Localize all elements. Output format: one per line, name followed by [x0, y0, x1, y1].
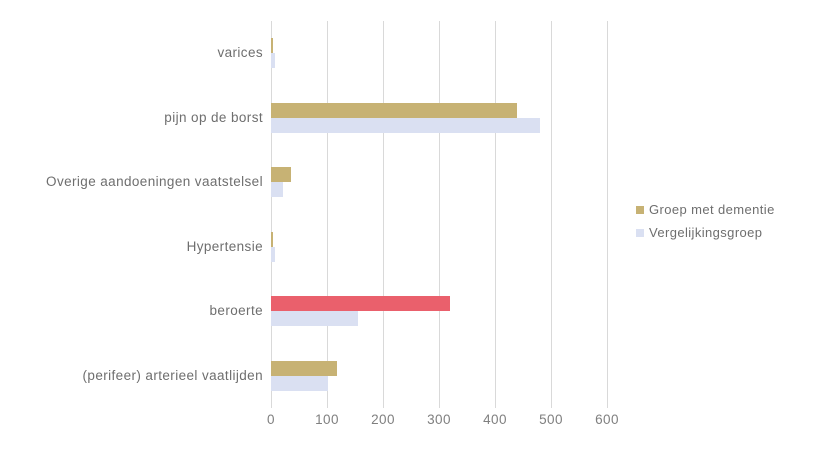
legend-item: Groep met dementie [636, 202, 775, 217]
category-axis: varices pijn op de borst Overige aandoenin… [0, 0, 263, 460]
x-tick-label: 600 [595, 412, 619, 427]
bar-vergelijkingsgroep [271, 375, 329, 391]
gridline [327, 21, 328, 408]
category-label: Overige aandoeningen vaatstelsel [46, 174, 263, 190]
bar-groep-met-dementie [271, 231, 274, 247]
plot-area [271, 21, 608, 408]
legend: Groep met dementie Vergelijkingsgroep [636, 202, 775, 248]
gridline [439, 21, 440, 408]
category-label: Hypertensie [186, 238, 263, 254]
legend-color-swatch [636, 205, 644, 214]
legend-color-swatch [636, 228, 644, 237]
legend-item: Vergelijkingsgroep [636, 225, 775, 240]
gridline [495, 21, 496, 408]
gridline [271, 21, 272, 408]
category-label: beroerte [209, 303, 263, 319]
bar-groep-met-dementie [271, 360, 338, 376]
bar-groep-met-dementie [271, 102, 518, 118]
bar-vergelijkingsgroep [271, 53, 275, 69]
bar-vergelijkingsgroep [271, 246, 275, 262]
legend-label: Vergelijkingsgroep [649, 225, 763, 240]
x-tick-label: 500 [539, 412, 563, 427]
bar-vergelijkingsgroep [271, 182, 284, 198]
bar-vergelijkingsgroep [271, 311, 358, 327]
x-tick-label: 100 [315, 412, 339, 427]
gridline [607, 21, 608, 408]
category-label: varices [217, 45, 263, 61]
category-label: pijn op de borst [164, 109, 263, 125]
legend-label: Groep met dementie [649, 202, 775, 217]
bar-groep-met-dementie [271, 38, 274, 54]
gridline [551, 21, 552, 408]
x-axis: 0 100 200 300 400 500 600 [0, 412, 813, 432]
bar-vergelijkingsgroep [271, 117, 540, 133]
x-tick-label: 300 [427, 412, 451, 427]
x-tick-label: 200 [371, 412, 395, 427]
x-tick-label: 400 [483, 412, 507, 427]
gridline [383, 21, 384, 408]
bar-groep-met-dementie [271, 167, 291, 183]
x-tick-label: 0 [267, 412, 275, 427]
bar-groep-met-dementie [271, 296, 451, 312]
category-label: (perifeer) arterieel vaatlijden [82, 367, 263, 383]
